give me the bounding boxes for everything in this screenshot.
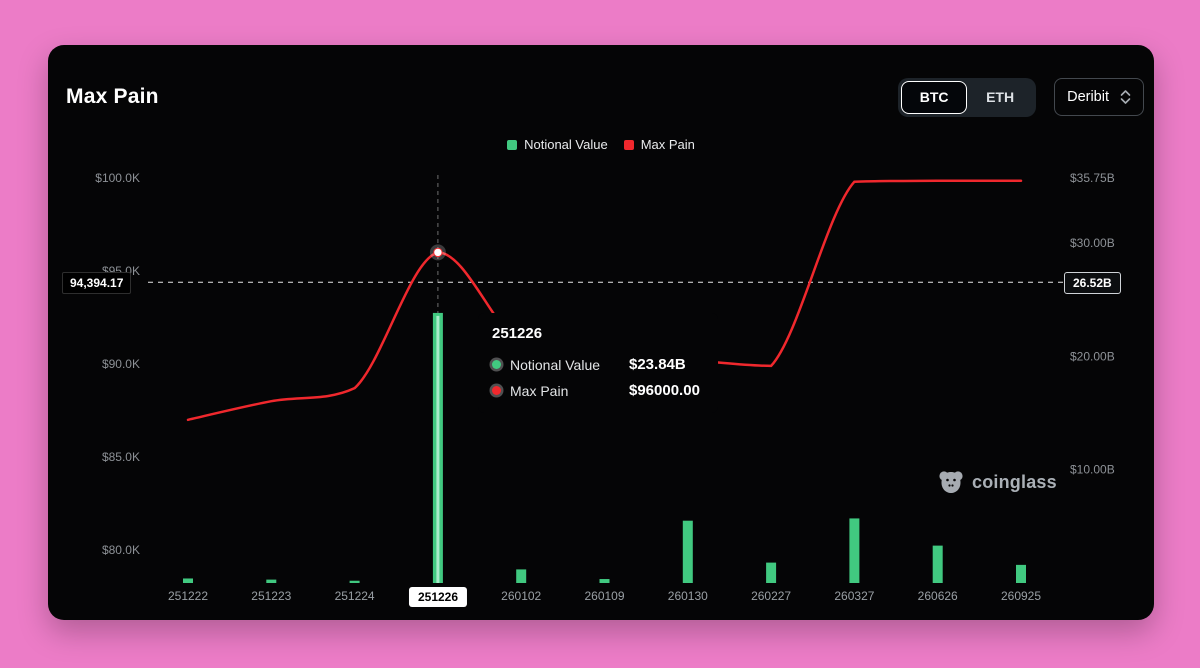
x-axis-label: 260925	[1001, 589, 1041, 603]
tooltip-value: $96000.00	[629, 382, 700, 399]
legend-item-max-pain[interactable]: Max Pain	[623, 137, 695, 152]
crosshair-price-label: 94,394.17	[62, 272, 132, 294]
chart-tooltip: 251226 Notional Value $23.84B Max Pain $…	[478, 313, 718, 413]
notional-value-bar	[1016, 564, 1026, 583]
legend-label: Max Pain	[640, 137, 695, 152]
x-axis-label: 260626	[918, 589, 958, 603]
max-pain-marker-dot	[433, 247, 443, 258]
tooltip-label: Max Pain	[510, 382, 569, 399]
x-axis-label: 260130	[668, 589, 708, 603]
right-axis-tick: $35.75B	[1070, 171, 1115, 185]
x-axis-label: 251222	[168, 589, 208, 603]
x-axis-label: 251223	[251, 589, 291, 603]
bar-highlight-stripe	[436, 315, 440, 583]
coinglass-watermark: coinglass	[938, 469, 1057, 495]
tooltip-value: $23.84B	[629, 356, 686, 373]
max-pain-dot-icon	[492, 386, 501, 395]
tooltip-row-notional-value: Notional Value $23.84B	[492, 356, 704, 373]
tooltip-row-max-pain: Max Pain $96000.00	[492, 382, 704, 399]
max-pain-swatch-icon	[623, 139, 634, 150]
notional-value-bar	[849, 518, 860, 583]
left-axis-tick: $100.0K	[95, 171, 140, 185]
notional-value-bar	[932, 545, 943, 583]
crosshair-notional-label: 26.52B	[1064, 272, 1121, 294]
notional-value-bar	[183, 578, 193, 583]
x-axis-label: 260102	[501, 589, 541, 603]
coinglass-watermark-text: coinglass	[972, 471, 1057, 492]
legend-label: Notional Value	[524, 137, 608, 152]
left-axis-tick: $80.0K	[102, 543, 140, 557]
notional-value-dot-icon	[492, 360, 501, 369]
exchange-select[interactable]: Deribit	[1054, 78, 1144, 116]
x-axis-label: 260227	[751, 589, 791, 603]
notional-value-bar	[516, 569, 527, 583]
header-controls: BTC ETH Deribit	[898, 77, 1144, 117]
coinglass-logo-icon	[939, 471, 963, 493]
x-axis-label: 260109	[584, 589, 624, 603]
crosshair-date-label: 251226	[408, 587, 468, 607]
exchange-select-value: Deribit	[1067, 89, 1109, 105]
notional-value-swatch-icon	[507, 139, 518, 150]
notional-value-bar	[766, 562, 777, 583]
left-axis-tick: $85.0K	[102, 450, 140, 464]
panel-header: Max Pain BTC ETH Deribit	[66, 75, 1144, 119]
tooltip-title: 251226	[492, 325, 543, 342]
max-pain-panel: Max Pain BTC ETH Deribit Notional Val	[48, 45, 1154, 620]
left-axis-tick: $90.0K	[102, 357, 140, 371]
updown-chevron-icon	[1120, 90, 1131, 104]
page-title: Max Pain	[66, 85, 159, 108]
notional-value-bar	[682, 520, 693, 583]
x-axis-label: 260327	[834, 589, 874, 603]
x-axis-label: 251224	[335, 589, 375, 603]
notional-value-bar	[349, 580, 360, 583]
right-axis-tick: $30.00B	[1070, 236, 1115, 250]
right-axis-tick: $10.00B	[1070, 463, 1115, 477]
notional-value-bar	[266, 579, 277, 583]
tooltip-label: Notional Value	[510, 356, 601, 373]
right-axis-tick: $20.00B	[1070, 349, 1115, 363]
chart-area[interactable]: $100.0K $95.0K $90.0K $85.0K $80.0K $35.75B $3…	[48, 45, 1154, 620]
notional-value-bar	[599, 579, 610, 583]
coin-toggle-eth[interactable]: ETH	[967, 81, 1033, 114]
coin-toggle-btc[interactable]: BTC	[901, 80, 968, 114]
coin-toggle: BTC ETH	[898, 77, 1037, 117]
legend-item-notional-value[interactable]: Notional Value	[507, 137, 608, 152]
chart-legend: Notional Value Max Pain	[48, 137, 1154, 152]
